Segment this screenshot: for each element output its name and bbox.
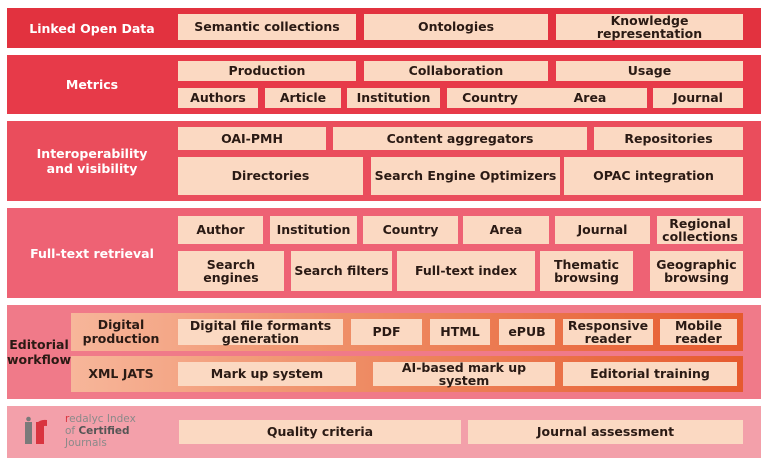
band-label-full-text: Full-text retrieval xyxy=(30,245,154,261)
box-content-aggregators: Content aggregators xyxy=(333,127,587,150)
box-authors: Authors xyxy=(178,88,258,108)
sub-label-xml-jats: XML JATS xyxy=(88,366,154,382)
metrics-band: Metrics Production Collaboration Usage A… xyxy=(7,55,761,114)
box-geographic-browsing: Geographic browsing xyxy=(650,251,743,291)
box-search-engines: Search engines xyxy=(178,251,284,291)
band-label-interoperability: Interoperability and visibility xyxy=(36,146,148,176)
box-editorial-training: Editorial training xyxy=(563,362,737,386)
box-pdf: PDF xyxy=(351,319,422,345)
box-mobile-reader: Mobile reader xyxy=(660,319,737,345)
band-label-metrics: Metrics xyxy=(65,77,119,92)
index-band: redalyc Index of Certified Journals Qual… xyxy=(7,406,761,458)
box-ft-author: Author xyxy=(178,216,263,244)
band-label-linked-open-data: Linked Open Data xyxy=(29,20,155,36)
box-oai-pmh: OAI-PMH xyxy=(178,127,326,150)
box-search-filters: Search filters xyxy=(291,251,392,291)
box-ontologies: Ontologies xyxy=(364,14,548,40)
box-epub: ePUB xyxy=(499,319,555,345)
linked-open-data-band: Linked Open Data Semantic collections On… xyxy=(7,8,761,48)
box-area: Area xyxy=(533,88,647,108)
box-ai-mark-up-system: AI-based mark up system xyxy=(373,361,555,387)
box-usage: Usage xyxy=(556,61,743,81)
xml-jats-subband: XML JATS Mark up system AI-based mark up… xyxy=(71,356,743,392)
box-ft-journal: Journal xyxy=(555,216,650,244)
box-ft-institution: Institution xyxy=(270,216,357,244)
box-ft-area: Area xyxy=(463,216,549,244)
box-semantic-collections: Semantic collections xyxy=(178,14,356,40)
box-repositories: Repositories xyxy=(594,127,743,150)
box-mark-up-system: Mark up system xyxy=(178,362,356,386)
redalyc-logo xyxy=(23,416,61,448)
band-label-editorial: Editorial workflow xyxy=(7,337,72,367)
digital-production-subband: Digital production Digital file formants… xyxy=(71,313,743,351)
full-text-retrieval-band: Full-text retrieval Author Institution C… xyxy=(7,208,761,298)
redalyc-index-logo-text: redalyc Index of Certified Journals xyxy=(65,413,136,450)
box-directories: Directories xyxy=(178,157,363,195)
box-opac-integration: OPAC integration xyxy=(564,157,743,195)
box-html: HTML xyxy=(430,319,490,345)
box-full-text-index: Full-text index xyxy=(397,251,535,291)
interoperability-band: Interoperability and visibility OAI-PMH … xyxy=(7,121,761,201)
sub-label-digital-production: Digital production xyxy=(82,317,160,346)
box-quality-criteria: Quality criteria xyxy=(179,420,461,444)
box-institution: Institution xyxy=(347,88,440,108)
box-search-engine-optimizers: Search Engine Optimizers xyxy=(371,157,560,195)
box-article: Article xyxy=(265,88,341,108)
box-thematic-browsing: Thematic browsing xyxy=(540,251,633,291)
box-journal-assessment: Journal assessment xyxy=(468,420,743,444)
box-knowledge-representation: Knowledge representation xyxy=(556,14,743,40)
box-responsive-reader: Responsive reader xyxy=(563,319,653,345)
editorial-workflow-band: Editorial workflow Digital production Di… xyxy=(7,305,761,399)
box-digital-file-formants: Digital file formants generation xyxy=(178,319,343,345)
box-journal: Journal xyxy=(653,88,743,108)
box-production: Production xyxy=(178,61,356,81)
box-country: Country xyxy=(447,88,533,108)
box-ft-regional-collections: Regional collections xyxy=(657,216,743,244)
box-collaboration: Collaboration xyxy=(364,61,548,81)
box-ft-country: Country xyxy=(363,216,458,244)
